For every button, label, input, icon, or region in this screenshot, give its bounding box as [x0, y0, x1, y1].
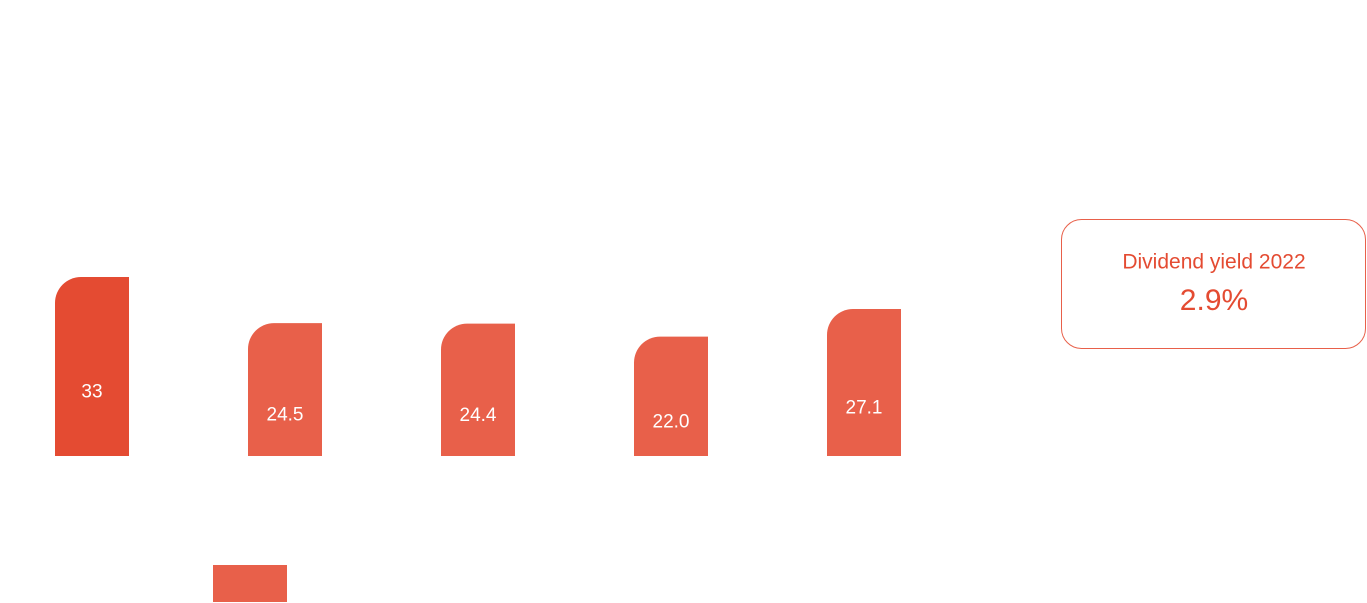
card-value: 2.9%: [1180, 284, 1248, 317]
value-label: 24.5: [267, 405, 304, 426]
bar: [634, 336, 708, 456]
legend-swatch: [213, 565, 287, 602]
card-title: Dividend yield 2022: [1122, 251, 1305, 274]
yield-card: [1061, 219, 1366, 349]
value-label: 27.1: [846, 398, 883, 419]
bar: [441, 323, 515, 456]
value-label: 33: [81, 382, 102, 403]
bar: [248, 323, 322, 456]
bar: [55, 276, 129, 456]
bar: [827, 308, 901, 456]
value-label: 22.0: [653, 411, 690, 432]
value-label: 24.4: [460, 405, 497, 426]
